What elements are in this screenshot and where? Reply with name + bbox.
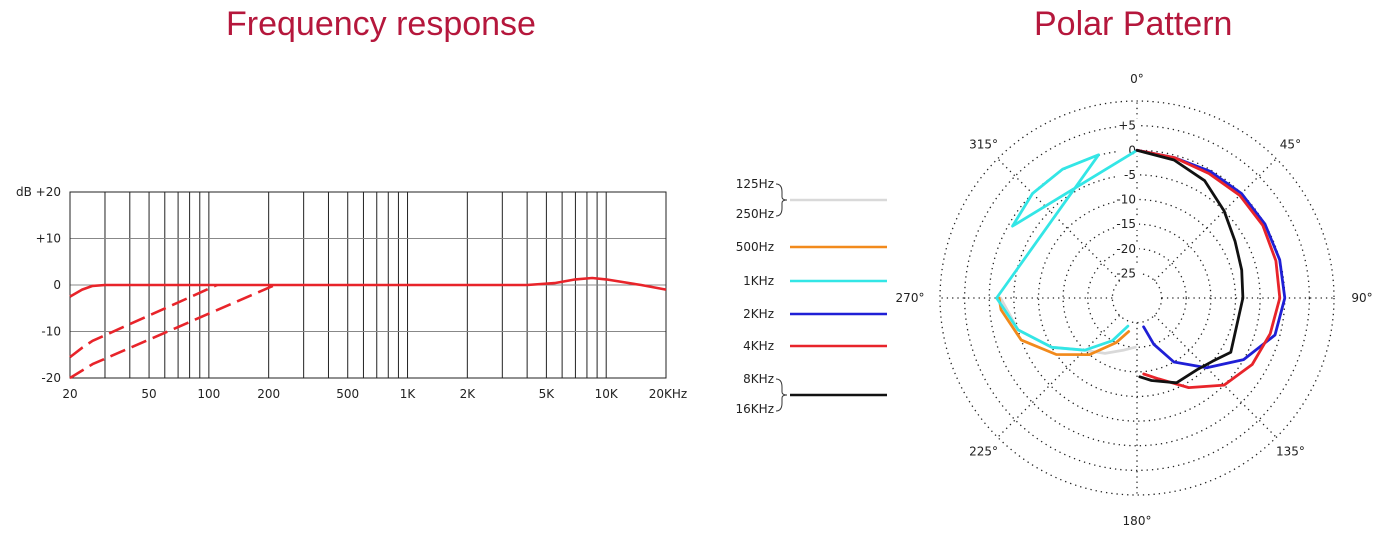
polar-ring: [1037, 198, 1237, 398]
polar-curve-1: [999, 296, 1137, 355]
polar-curve-2: [997, 296, 1131, 356]
x-tick-label: 50: [141, 387, 156, 401]
polar-curve-6: [1135, 148, 1245, 385]
x-tick-label: 20: [62, 387, 77, 401]
legend-label: 4KHz: [743, 339, 774, 353]
polar-ring: [1087, 248, 1187, 348]
legend-bracket: [775, 183, 788, 217]
x-tick-label: 10K: [595, 387, 619, 401]
legend-label: 8KHz: [743, 372, 774, 386]
legend-item: 8KHz 16KHz: [736, 372, 887, 416]
polar-curve-5: [1135, 148, 1282, 389]
radial-label-bg: [1117, 118, 1139, 132]
response-curve-3: [69, 283, 276, 380]
x-tick-label: 5K: [539, 387, 556, 401]
radial-label: -5: [1124, 168, 1136, 182]
angle-label: 315°: [969, 138, 998, 152]
response-curve-2: [69, 283, 218, 359]
polar-ring: [1111, 272, 1163, 324]
polar-curve-3: [995, 148, 1139, 352]
angle-label: 45°: [1280, 138, 1301, 152]
legend-label: 125Hz: [736, 177, 774, 191]
y-tick-label: +10: [36, 232, 61, 246]
angle-label: 225°: [969, 444, 998, 458]
y-axis-label: dB: [16, 185, 32, 199]
polar-spoke: [997, 158, 1121, 282]
polar-spoke: [997, 314, 1121, 438]
polar-outer-ring: [939, 100, 1335, 496]
angle-label: 90°: [1351, 291, 1372, 305]
polar-ring: [1013, 174, 1261, 422]
radial-label-bg: [1117, 167, 1139, 181]
legend-label: 16KHz: [736, 402, 774, 416]
legend-label: 500Hz: [736, 240, 774, 254]
legend-item: 500Hz: [736, 240, 887, 254]
y-tick-label: -10: [41, 325, 61, 339]
angle-label: 270°: [896, 291, 925, 305]
radial-label: -20: [1116, 242, 1136, 256]
polar-legend: 125Hz 250Hz 500Hz 1KHz 2KHz 4KHz 8KHz 16KHz: [736, 177, 887, 416]
y-tick-label: 0: [53, 278, 61, 292]
radial-label: -25: [1116, 266, 1136, 280]
plot-frame: [69, 191, 667, 379]
radial-label-bg: [1117, 241, 1139, 255]
angle-label: 135°: [1276, 444, 1305, 458]
x-tick-label: 1K: [400, 387, 417, 401]
radial-label-bg: [1117, 217, 1139, 231]
legend-label: 2KHz: [743, 307, 774, 321]
angle-label: 180°: [1123, 514, 1152, 528]
x-tick-label: 200: [257, 387, 280, 401]
legend-item: 2KHz: [743, 307, 887, 321]
legend-item: 125Hz 250Hz: [736, 177, 887, 221]
y-tick-label: +20: [36, 185, 61, 199]
frequency-response-title: Frequency response: [226, 5, 536, 43]
polar-spoke: [1153, 314, 1277, 438]
frequency-response-chart: +20 +10 0 -10 -20 dB 20 50 100 200 500 1K 2K 5K 10K 20K…: [16, 185, 687, 401]
x-tick-label: 20KHz: [649, 387, 687, 401]
polar-ring: [1062, 223, 1212, 373]
legend-label: 250Hz: [736, 207, 774, 221]
polar-curve-4: [1135, 148, 1287, 370]
legend-label: 1KHz: [743, 274, 774, 288]
response-curve-1: [69, 276, 667, 298]
x-tick-label: 2K: [460, 387, 477, 401]
radial-label: -15: [1116, 217, 1136, 231]
polar-pattern-chart: +5 0 -5 -10 -15 -20 -25 0° 45° 90° 135° 180° 225° 270…: [896, 72, 1373, 528]
radial-label: -10: [1116, 193, 1136, 207]
legend-item: 4KHz: [743, 339, 887, 353]
legend-item: 1KHz: [743, 274, 887, 288]
polar-spoke: [1153, 158, 1277, 282]
radial-label-bg: [1117, 266, 1139, 280]
legend-bracket: [775, 378, 788, 412]
polar-pattern-title: Polar Pattern: [1034, 5, 1233, 43]
radial-label-bg: [1117, 192, 1139, 206]
radial-label: +5: [1118, 119, 1136, 133]
x-tick-label: 500: [336, 387, 359, 401]
radial-label: 0: [1128, 143, 1136, 157]
x-tick-label: 100: [197, 387, 220, 401]
y-tick-label: -20: [41, 371, 61, 385]
angle-label: 0°: [1130, 72, 1144, 86]
